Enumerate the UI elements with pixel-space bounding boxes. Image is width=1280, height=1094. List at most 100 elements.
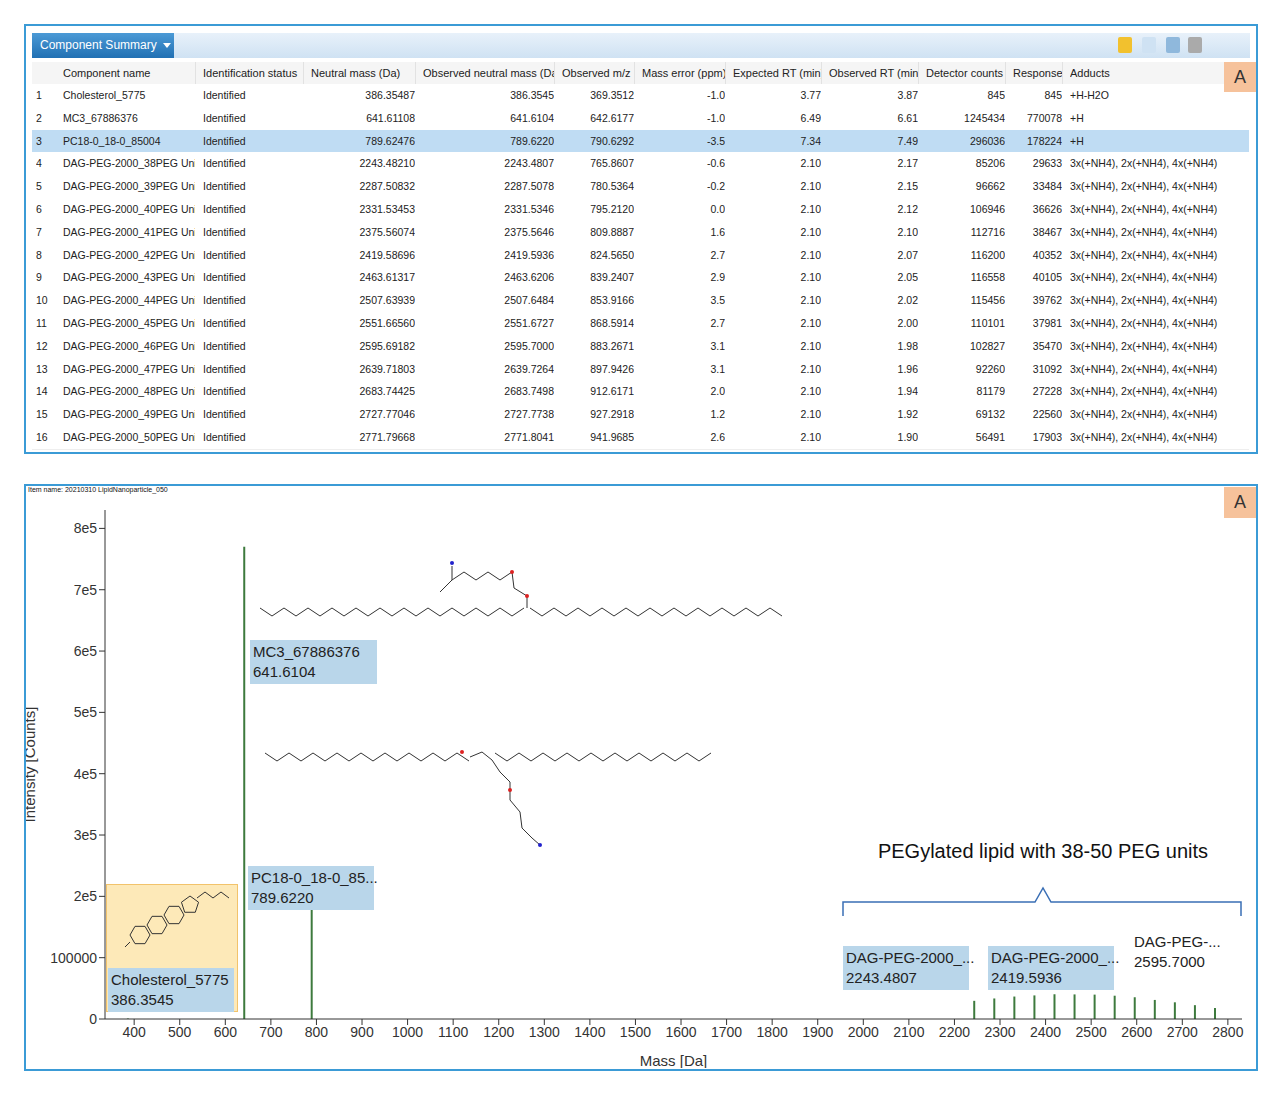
html-text:3x(+NH4), 2x(+NH4), 4x(+NH4): 3x(+NH4), 2x(+NH4), 4x(+NH4) bbox=[1070, 180, 1218, 193]
svg-text:8e5: 8e5 bbox=[74, 520, 98, 536]
html-text:789.6220: 789.6220 bbox=[251, 889, 314, 906]
html-text:-3.5: -3.5 bbox=[706, 134, 725, 147]
svg-text:Intensity [Counts]: Intensity [Counts] bbox=[26, 707, 38, 823]
html-text:Cholesterol_5775: Cholesterol_5775 bbox=[111, 971, 229, 988]
html-text:96662: 96662 bbox=[975, 180, 1005, 193]
svg-text:7e5: 7e5 bbox=[74, 582, 98, 598]
svg-text:2e5: 2e5 bbox=[74, 888, 98, 904]
html-text:2.10: 2.10 bbox=[800, 157, 821, 170]
html-text:7.34: 7.34 bbox=[800, 134, 821, 147]
html-text:Identified: Identified bbox=[203, 111, 246, 124]
html-text:Identified: Identified bbox=[203, 134, 246, 147]
html-text:2243.48210: 2243.48210 bbox=[359, 157, 415, 170]
html-text:1245434: 1245434 bbox=[964, 111, 1005, 124]
html-text:33484: 33484 bbox=[1032, 180, 1062, 193]
html-text:DAG-PEG-2000_...: DAG-PEG-2000_... bbox=[991, 949, 1120, 966]
svg-text:1400: 1400 bbox=[574, 1024, 605, 1040]
html-text:MC3_67886376: MC3_67886376 bbox=[253, 643, 360, 660]
html-text:178224: 178224 bbox=[1027, 134, 1062, 147]
svg-text:Mass [Da]: Mass [Da] bbox=[640, 1052, 708, 1068]
svg-text:2600: 2600 bbox=[1121, 1024, 1152, 1040]
html-text:2375.56074: 2375.56074 bbox=[359, 225, 415, 238]
html-text:770078: 770078 bbox=[1027, 111, 1062, 124]
html-text:641.6104: 641.6104 bbox=[510, 111, 554, 124]
html-text:MC3_67886376: MC3_67886376 bbox=[63, 111, 138, 124]
html-text:-0.6: -0.6 bbox=[706, 157, 725, 170]
html-text:1.6: 1.6 bbox=[710, 225, 725, 238]
svg-text:2700: 2700 bbox=[1167, 1024, 1198, 1040]
html-text:780.5364: 780.5364 bbox=[590, 180, 634, 193]
svg-text:1100: 1100 bbox=[438, 1024, 468, 1040]
html-text:2.15: 2.15 bbox=[897, 180, 918, 193]
html-text:386.3545: 386.3545 bbox=[111, 991, 174, 1008]
html-text:790.6292: 790.6292 bbox=[590, 134, 634, 147]
svg-text:1300: 1300 bbox=[529, 1024, 560, 1040]
svg-text:1200: 1200 bbox=[483, 1024, 514, 1040]
html-text:+H: +H bbox=[1070, 134, 1084, 147]
html-text:2.10: 2.10 bbox=[800, 180, 821, 193]
svg-text:1800: 1800 bbox=[757, 1024, 788, 1040]
svg-text:2400: 2400 bbox=[1030, 1024, 1061, 1040]
svg-text:500: 500 bbox=[168, 1024, 192, 1040]
html-text:85206: 85206 bbox=[975, 157, 1005, 170]
html-text:642.6177: 642.6177 bbox=[590, 111, 634, 124]
svg-text:2000: 2000 bbox=[848, 1024, 879, 1040]
html-text:PC18-0_18-0_85...: PC18-0_18-0_85... bbox=[251, 869, 378, 886]
html-text:Identified: Identified bbox=[203, 225, 246, 238]
html-text:6.49: 6.49 bbox=[800, 111, 821, 124]
svg-text:2800: 2800 bbox=[1212, 1024, 1243, 1040]
svg-text:600: 600 bbox=[214, 1024, 238, 1040]
svg-text:1600: 1600 bbox=[665, 1024, 696, 1040]
html-text:Identified: Identified bbox=[203, 180, 246, 193]
html-text:-1.0: -1.0 bbox=[706, 111, 725, 124]
html-text:2375.5646: 2375.5646 bbox=[504, 225, 554, 238]
svg-text:6e5: 6e5 bbox=[74, 643, 98, 659]
svg-text:2500: 2500 bbox=[1076, 1024, 1107, 1040]
html-text:Identified: Identified bbox=[203, 157, 246, 170]
svg-text:4e5: 4e5 bbox=[74, 766, 98, 782]
svg-text:1000: 1000 bbox=[392, 1024, 423, 1040]
html-text:789.6220: 789.6220 bbox=[510, 134, 554, 147]
html-text:641.61108: 641.61108 bbox=[366, 111, 415, 124]
html-text:765.8607: 765.8607 bbox=[590, 157, 634, 170]
html-text:-0.2: -0.2 bbox=[706, 180, 725, 193]
html-text:2287.50832: 2287.50832 bbox=[359, 180, 415, 193]
svg-text:3e5: 3e5 bbox=[74, 827, 98, 843]
html-text:+H: +H bbox=[1070, 111, 1084, 124]
html-text:2.10: 2.10 bbox=[800, 225, 821, 238]
html-text:Component Summary: Component Summary bbox=[40, 38, 157, 52]
svg-text:100000: 100000 bbox=[50, 950, 97, 966]
html-text:789.62476: 789.62476 bbox=[365, 134, 415, 147]
html-text:2243.4807: 2243.4807 bbox=[846, 969, 917, 986]
svg-text:2100: 2100 bbox=[893, 1024, 924, 1040]
html-text:2419.5936: 2419.5936 bbox=[991, 969, 1062, 986]
svg-text:1700: 1700 bbox=[711, 1024, 742, 1040]
html-text:641.6104: 641.6104 bbox=[253, 663, 316, 680]
html-text:3x(+NH4), 2x(+NH4), 4x(+NH4): 3x(+NH4), 2x(+NH4), 4x(+NH4) bbox=[1070, 157, 1218, 170]
svg-text:700: 700 bbox=[259, 1024, 283, 1040]
svg-text:900: 900 bbox=[350, 1024, 374, 1040]
html-text:2.10: 2.10 bbox=[897, 225, 918, 238]
html-text:112716: 112716 bbox=[970, 225, 1005, 238]
html-text:29633: 29633 bbox=[1032, 157, 1062, 170]
svg-text:2300: 2300 bbox=[984, 1024, 1015, 1040]
html-text:PEGylated lipid with 38-50 PEG: PEGylated lipid with 38-50 PEG units bbox=[877, 840, 1209, 862]
html-text:2595.7000: 2595.7000 bbox=[1134, 953, 1205, 970]
html-text:296036: 296036 bbox=[970, 134, 1005, 147]
svg-text:0: 0 bbox=[89, 1011, 97, 1027]
html-text:DAG-PEG-...: DAG-PEG-... bbox=[1134, 933, 1221, 950]
html-text:DAG-PEG-2000_...: DAG-PEG-2000_... bbox=[846, 949, 975, 966]
html-text:PC18-0_18-0_85004: PC18-0_18-0_85004 bbox=[63, 134, 161, 147]
svg-text:5e5: 5e5 bbox=[74, 704, 98, 720]
svg-text:1900: 1900 bbox=[802, 1024, 833, 1040]
svg-text:400: 400 bbox=[122, 1024, 146, 1040]
html-text:2243.4807: 2243.4807 bbox=[504, 157, 554, 170]
html-text:6.61: 6.61 bbox=[897, 111, 918, 124]
svg-text:1500: 1500 bbox=[620, 1024, 651, 1040]
html-text:2287.5078: 2287.5078 bbox=[504, 180, 554, 193]
html-text:7.49: 7.49 bbox=[897, 134, 918, 147]
svg-text:2200: 2200 bbox=[939, 1024, 970, 1040]
html-text:809.8887: 809.8887 bbox=[590, 225, 634, 238]
svg-text:800: 800 bbox=[305, 1024, 329, 1040]
html-text:2.17: 2.17 bbox=[897, 157, 918, 170]
